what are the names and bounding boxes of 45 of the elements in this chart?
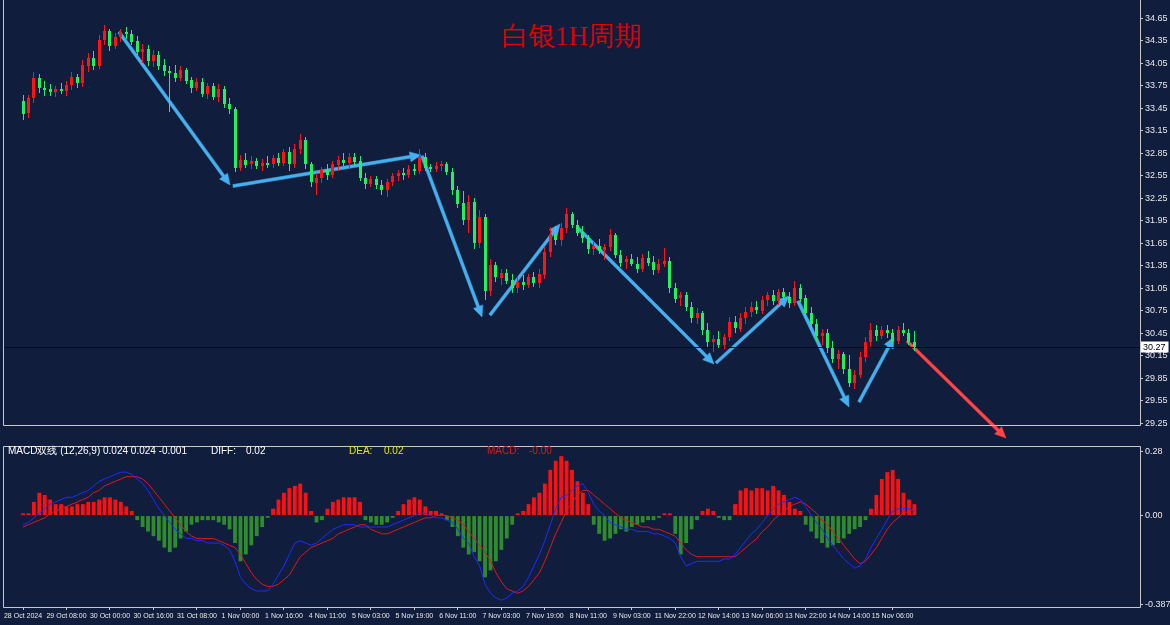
y-tick-label: 32.25 <box>1145 192 1168 203</box>
bar <box>320 516 324 521</box>
bar <box>108 497 112 516</box>
y-tick-label: 30.75 <box>1145 305 1168 316</box>
y-tick-label: 30.45 <box>1145 327 1168 338</box>
candlestick <box>168 66 171 112</box>
bar <box>727 516 732 521</box>
bar <box>358 501 362 516</box>
annotation: -0.00 <box>529 445 552 457</box>
ref-line-label: 30.27 <box>1143 341 1166 352</box>
y-tick-label: 0.00 <box>1145 510 1163 521</box>
y-tick-label: 33.15 <box>1145 125 1168 136</box>
annotation: DIFF: <box>211 445 236 457</box>
y-tick-label: 30.15 <box>1145 350 1168 361</box>
y-tick-label: 34.05 <box>1145 57 1168 68</box>
y-tick-label: -0.387 <box>1145 598 1170 609</box>
y-tick-label: 29.55 <box>1145 395 1168 406</box>
bar <box>733 504 737 516</box>
annotation: MACD: <box>487 445 520 457</box>
bar <box>233 516 237 543</box>
y-tick-label: 31.95 <box>1145 215 1168 226</box>
chart-title: MACD双线 (12,26,9) 0.024 0.024 -0.001 <box>8 445 188 457</box>
y-tick-label: 29.25 <box>1145 417 1168 428</box>
y-tick-label: 31.35 <box>1145 260 1168 271</box>
y-tick-label: 34.35 <box>1145 35 1168 46</box>
bar <box>673 516 678 534</box>
bar <box>129 511 134 516</box>
y-tick-label: 31.65 <box>1145 237 1168 248</box>
bar <box>695 516 699 521</box>
y-tick-label: 32.85 <box>1145 147 1168 158</box>
y-tick-label: 33.45 <box>1145 102 1168 113</box>
y-tick-label: 32.55 <box>1145 170 1168 181</box>
y-tick-label: 34.65 <box>1145 12 1168 23</box>
annotation: 0.02 <box>246 445 266 457</box>
y-tick-label: 33.75 <box>1145 80 1168 91</box>
annotation: 0.02 <box>384 445 404 457</box>
y-tick-label: 31.05 <box>1145 282 1168 293</box>
bar <box>396 511 400 516</box>
annotation: DEA: <box>349 445 373 457</box>
y-tick-label: 0.28 <box>1145 446 1163 457</box>
y-tick-label: 29.85 <box>1145 372 1168 383</box>
bar <box>570 469 574 516</box>
text: 白银1H周期 <box>500 21 644 51</box>
bar <box>271 508 275 516</box>
bar <box>135 516 140 521</box>
